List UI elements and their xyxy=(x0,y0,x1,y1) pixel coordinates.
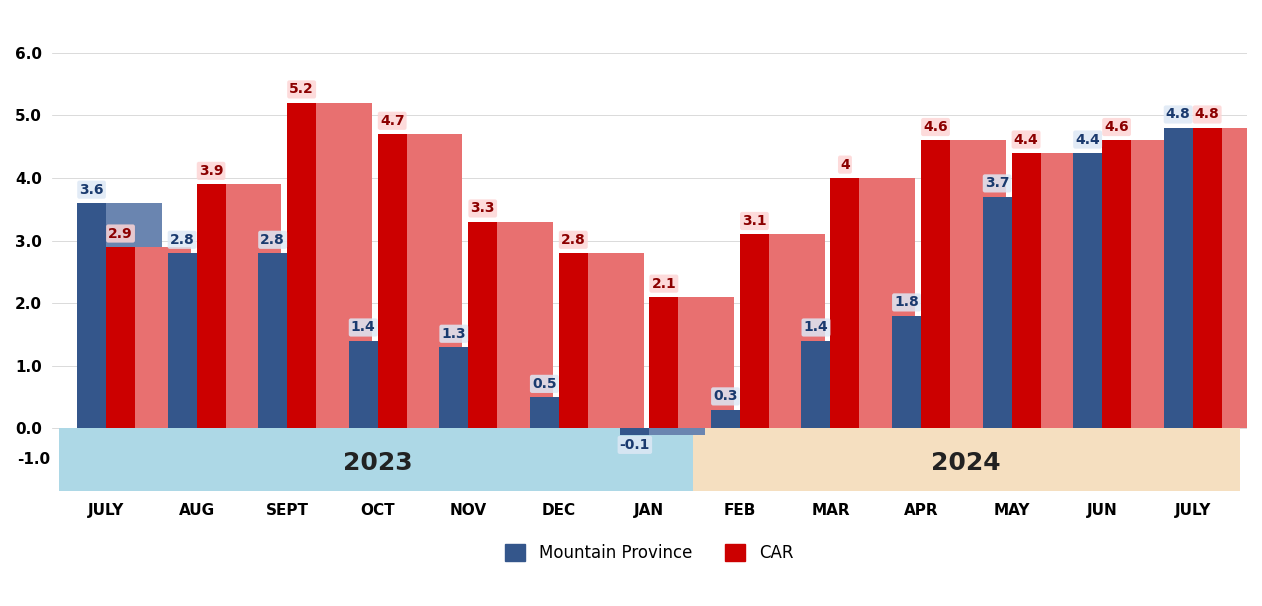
Bar xyxy=(830,178,859,428)
Text: 2.9: 2.9 xyxy=(109,227,133,241)
Text: -0.1: -0.1 xyxy=(620,438,650,452)
Bar xyxy=(106,247,135,428)
Text: 0.3: 0.3 xyxy=(713,390,738,404)
Bar xyxy=(892,316,921,428)
Polygon shape xyxy=(197,253,252,428)
Bar xyxy=(801,341,830,428)
Text: 5.2: 5.2 xyxy=(289,82,314,96)
Text: 3.3: 3.3 xyxy=(471,201,495,216)
Polygon shape xyxy=(1193,128,1248,428)
Text: 2024: 2024 xyxy=(931,451,1001,475)
Bar xyxy=(1164,128,1193,428)
Polygon shape xyxy=(1102,153,1159,428)
Text: 2.8: 2.8 xyxy=(560,233,586,247)
Text: 4: 4 xyxy=(840,158,849,171)
Polygon shape xyxy=(769,235,824,428)
Bar xyxy=(921,141,950,428)
Polygon shape xyxy=(497,222,553,428)
Bar xyxy=(439,347,468,428)
Text: 4.6: 4.6 xyxy=(924,120,948,134)
Polygon shape xyxy=(377,341,433,428)
Polygon shape xyxy=(317,102,372,428)
Bar xyxy=(259,253,288,428)
Text: 4.8: 4.8 xyxy=(1166,107,1190,121)
Polygon shape xyxy=(859,178,915,428)
Bar xyxy=(693,428,1239,491)
Text: -1.0: -1.0 xyxy=(16,452,50,467)
Text: 4.7: 4.7 xyxy=(380,114,405,128)
Bar xyxy=(59,428,697,491)
Polygon shape xyxy=(226,184,281,428)
Polygon shape xyxy=(288,253,343,428)
Bar xyxy=(377,134,406,428)
Polygon shape xyxy=(740,410,796,428)
Bar xyxy=(1073,153,1102,428)
Polygon shape xyxy=(921,316,977,428)
Polygon shape xyxy=(1222,128,1262,428)
Bar xyxy=(983,197,1012,428)
Bar xyxy=(650,297,679,428)
Bar xyxy=(711,410,740,428)
Bar xyxy=(740,235,769,428)
Text: 3.7: 3.7 xyxy=(984,176,1010,190)
Text: 2.8: 2.8 xyxy=(260,233,285,247)
Text: 2.8: 2.8 xyxy=(170,233,194,247)
Text: 2023: 2023 xyxy=(343,451,413,475)
Polygon shape xyxy=(830,341,886,428)
Polygon shape xyxy=(1041,153,1097,428)
Bar xyxy=(1012,153,1041,428)
Polygon shape xyxy=(406,134,462,428)
Bar xyxy=(1102,141,1131,428)
Bar xyxy=(168,253,197,428)
Polygon shape xyxy=(679,297,734,428)
Bar xyxy=(1193,128,1222,428)
Text: 4.4: 4.4 xyxy=(1013,133,1039,147)
Polygon shape xyxy=(1131,141,1186,428)
Text: 4.8: 4.8 xyxy=(1195,107,1219,121)
Bar xyxy=(621,428,650,435)
Bar xyxy=(348,341,377,428)
Polygon shape xyxy=(650,428,705,435)
Legend: Mountain Province, CAR: Mountain Province, CAR xyxy=(498,537,800,568)
Text: 1.4: 1.4 xyxy=(804,321,828,335)
Polygon shape xyxy=(559,397,615,428)
Text: 3.9: 3.9 xyxy=(199,164,223,178)
Bar xyxy=(468,222,497,428)
Polygon shape xyxy=(106,203,162,428)
Bar xyxy=(197,184,226,428)
Bar xyxy=(530,397,559,428)
Text: 4.6: 4.6 xyxy=(1104,120,1129,134)
Bar xyxy=(288,102,317,428)
Text: 3.6: 3.6 xyxy=(80,182,103,197)
Bar xyxy=(77,203,106,428)
Polygon shape xyxy=(135,247,191,428)
Polygon shape xyxy=(468,347,524,428)
Text: 2.1: 2.1 xyxy=(651,276,676,291)
Text: 1.8: 1.8 xyxy=(895,296,919,310)
Polygon shape xyxy=(1012,197,1068,428)
Bar xyxy=(559,253,588,428)
Text: 3.1: 3.1 xyxy=(742,214,767,228)
Text: 0.5: 0.5 xyxy=(533,377,557,391)
Text: 1.4: 1.4 xyxy=(351,321,376,335)
Polygon shape xyxy=(950,141,1006,428)
Text: 4.4: 4.4 xyxy=(1075,133,1100,147)
Text: 1.3: 1.3 xyxy=(442,327,466,341)
Polygon shape xyxy=(588,253,644,428)
